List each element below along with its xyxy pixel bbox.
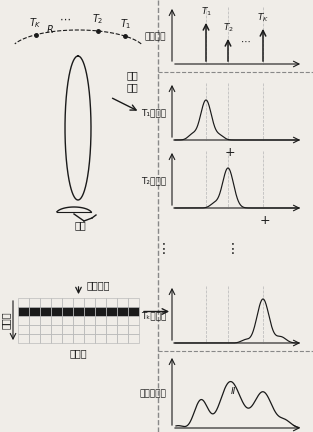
Text: $\vdots$: $\vdots$ — [156, 241, 166, 256]
Bar — [29, 307, 40, 316]
Bar — [51, 316, 62, 325]
Text: II: II — [230, 387, 236, 396]
Bar — [84, 316, 95, 325]
Text: 方位向回波: 方位向回波 — [139, 389, 166, 398]
Text: $T_2$: $T_2$ — [92, 12, 103, 26]
Bar — [29, 316, 40, 325]
Text: 目标分布: 目标分布 — [145, 32, 166, 41]
Bar — [128, 298, 139, 307]
Bar — [95, 307, 106, 316]
Text: 扫描
方向: 扫描 方向 — [126, 70, 138, 92]
Bar — [73, 298, 84, 307]
Text: $T_2$: $T_2$ — [223, 21, 233, 34]
Bar — [29, 334, 40, 343]
Bar — [95, 298, 106, 307]
Text: $T_1$: $T_1$ — [120, 17, 131, 31]
Text: T₁的回波: T₁的回波 — [141, 108, 166, 118]
Bar — [40, 307, 51, 316]
Bar — [128, 334, 139, 343]
Bar — [18, 325, 29, 334]
Text: $T_1$: $T_1$ — [201, 5, 212, 18]
Bar — [51, 334, 62, 343]
Bar — [117, 334, 128, 343]
Text: $T_K$: $T_K$ — [29, 16, 42, 29]
Text: 方位向: 方位向 — [70, 348, 87, 358]
Text: $R$: $R$ — [46, 23, 54, 35]
Bar — [128, 325, 139, 334]
Text: Tₖ的回波: Tₖ的回波 — [141, 311, 166, 321]
Bar — [128, 307, 139, 316]
Bar — [62, 334, 73, 343]
Bar — [117, 298, 128, 307]
Bar — [62, 298, 73, 307]
Bar — [40, 334, 51, 343]
Text: T₂的回波: T₂的回波 — [141, 177, 166, 185]
Bar — [73, 325, 84, 334]
Bar — [18, 316, 29, 325]
Text: 回波矩阵: 回波矩阵 — [87, 280, 110, 290]
Text: $\cdots$: $\cdots$ — [240, 36, 251, 46]
Bar — [106, 298, 117, 307]
Bar — [18, 298, 29, 307]
Text: 天线: 天线 — [74, 220, 86, 230]
Bar — [51, 307, 62, 316]
Bar — [95, 316, 106, 325]
Bar — [29, 325, 40, 334]
Bar — [73, 334, 84, 343]
Bar — [117, 316, 128, 325]
Text: $\vdots$: $\vdots$ — [225, 241, 235, 256]
Bar — [128, 316, 139, 325]
Bar — [84, 334, 95, 343]
Bar — [84, 307, 95, 316]
Bar — [40, 316, 51, 325]
Bar — [40, 325, 51, 334]
Bar — [29, 298, 40, 307]
Text: 距离向: 距离向 — [1, 311, 11, 329]
Text: $\cdots$: $\cdots$ — [59, 13, 71, 23]
Bar — [117, 307, 128, 316]
Bar — [106, 325, 117, 334]
Bar — [62, 325, 73, 334]
Bar — [73, 307, 84, 316]
Bar — [106, 307, 117, 316]
Bar — [95, 325, 106, 334]
Bar — [73, 316, 84, 325]
Bar — [117, 325, 128, 334]
Bar — [40, 298, 51, 307]
Bar — [95, 334, 106, 343]
Bar — [106, 316, 117, 325]
Bar — [62, 307, 73, 316]
Text: +: + — [225, 146, 235, 159]
Bar — [84, 325, 95, 334]
Text: $T_K$: $T_K$ — [257, 11, 269, 23]
Bar — [51, 298, 62, 307]
Text: +: + — [260, 214, 270, 227]
Bar — [62, 316, 73, 325]
Bar — [106, 334, 117, 343]
Bar — [84, 298, 95, 307]
Bar — [18, 307, 29, 316]
Bar — [51, 325, 62, 334]
Bar — [18, 334, 29, 343]
